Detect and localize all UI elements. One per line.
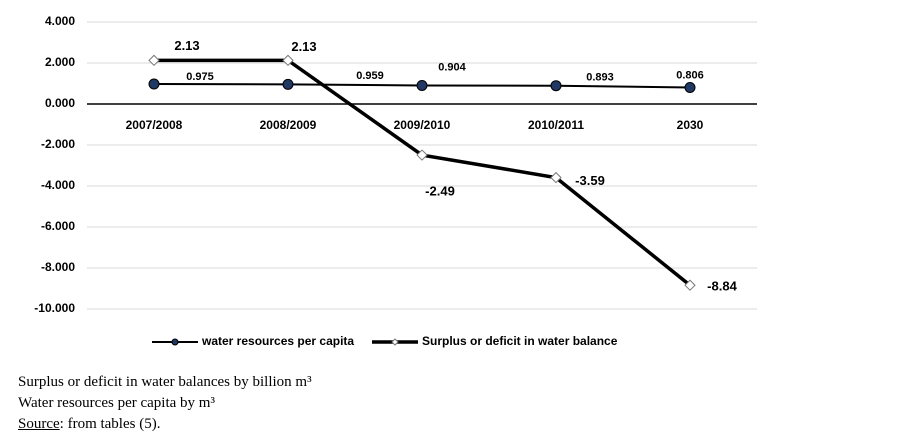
- caption-line: Surplus or deficit in water balances by …: [18, 374, 312, 390]
- chart: 4.000 2.000 0.000 -2.000 -4.000 -6.000 -8.000 -…: [34, 14, 757, 348]
- source-text: : from tables (5).: [59, 416, 161, 432]
- data-label: -3.59: [575, 173, 605, 188]
- y-tick-label: 2.000: [45, 55, 75, 69]
- y-tick-label: -8.000: [41, 260, 75, 274]
- data-label: 2.13: [291, 39, 316, 54]
- x-tick-label: 2007/2008: [126, 118, 183, 132]
- x-tick-label: 2009/2010: [394, 118, 451, 132]
- data-label: -2.49: [425, 183, 455, 198]
- data-label: 0.975: [186, 71, 214, 83]
- legend-label: water resources per capita: [201, 334, 354, 348]
- data-label: 2.13: [174, 38, 199, 53]
- data-label: 0.904: [438, 61, 466, 73]
- y-tick-label: 4.000: [45, 14, 75, 28]
- caption-source: Source: from tables (5).: [18, 416, 160, 433]
- marker: [148, 78, 160, 90]
- x-tick-label: 2010/2011: [528, 118, 584, 132]
- y-tick-label: -6.000: [41, 219, 75, 233]
- y-tick-label: -4.000: [41, 178, 75, 192]
- source-label: Source: [18, 416, 60, 432]
- marker: [684, 279, 696, 291]
- marker: [148, 54, 160, 67]
- marker: [684, 81, 696, 93]
- legend-marker: [171, 338, 179, 346]
- data-label: 0.959: [356, 70, 384, 82]
- caption-line: Water resources per capita by m³: [18, 395, 215, 411]
- legend-marker: [391, 338, 399, 346]
- legend-label: Surplus or deficit in water balance: [422, 334, 618, 348]
- marker: [550, 80, 562, 92]
- y-tick-label: -10.000: [34, 301, 75, 315]
- x-tick-label: 2008/2009: [260, 118, 317, 132]
- y-tick-label: 0.000: [45, 96, 75, 110]
- data-label: 0.806: [676, 69, 704, 81]
- marker: [282, 78, 294, 90]
- x-tick-label: 2030: [677, 118, 704, 132]
- data-label: 0.893: [586, 72, 614, 84]
- series-line: [154, 58, 692, 287]
- marker: [416, 79, 428, 91]
- marker: [282, 54, 294, 67]
- data-label: -8.84: [707, 279, 737, 294]
- marker: [550, 171, 562, 184]
- y-tick-label: -2.000: [41, 137, 75, 151]
- marker: [416, 149, 428, 161]
